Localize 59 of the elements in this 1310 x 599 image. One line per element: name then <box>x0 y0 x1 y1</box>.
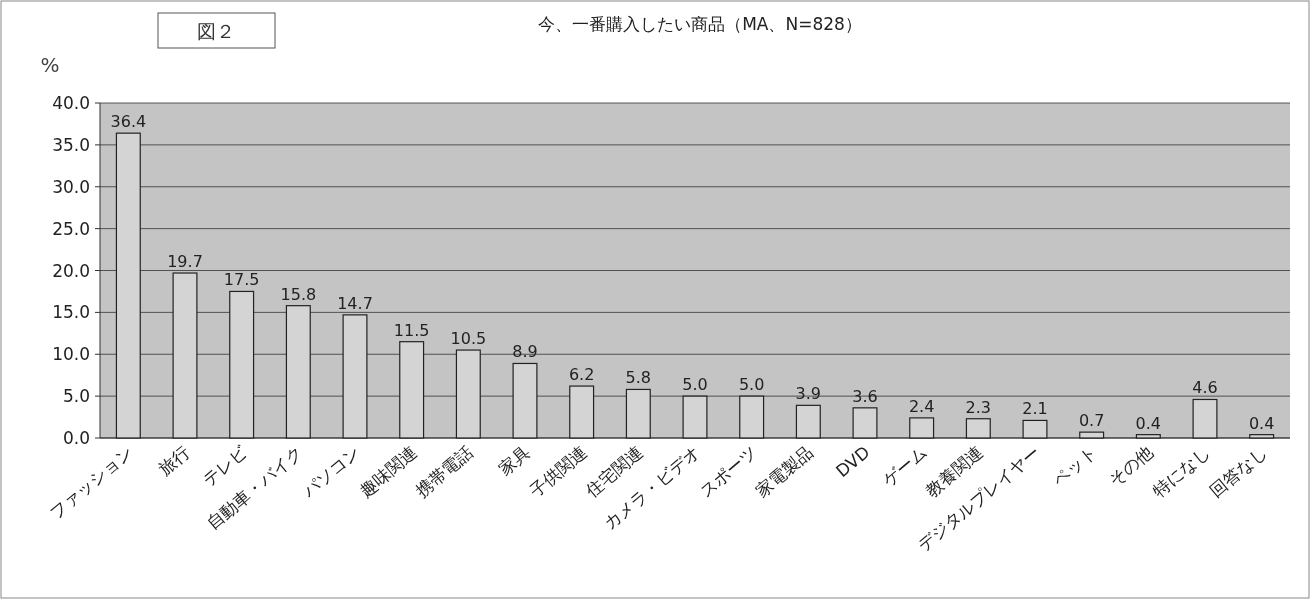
data-label: 3.9 <box>795 384 822 404</box>
data-label: 15.8 <box>280 284 317 304</box>
bar <box>795 404 821 439</box>
data-label: 2.1 <box>1022 399 1048 419</box>
data-label: 5.8 <box>625 368 652 388</box>
x-tick-label: ペット <box>1048 441 1101 490</box>
bar <box>1192 398 1218 439</box>
data-label: 8.9 <box>512 342 538 362</box>
data-label: 0.7 <box>1078 411 1105 431</box>
y-tick-label: 40.0 <box>52 93 90 113</box>
y-axis-title: % <box>40 53 60 77</box>
data-label: 6.2 <box>568 365 595 385</box>
data-label: 0.4 <box>1248 413 1275 433</box>
data-label: 10.5 <box>450 329 487 349</box>
data-label: 4.6 <box>1192 378 1218 398</box>
y-tick-label: 25.0 <box>52 218 90 239</box>
bar <box>1022 419 1048 439</box>
bar <box>512 362 538 439</box>
bar <box>455 349 481 439</box>
x-tick-label: 家電製品 <box>751 441 817 501</box>
bar <box>965 418 991 439</box>
y-tick-label: 35.0 <box>52 134 90 155</box>
y-tick-label: 0.0 <box>62 428 90 448</box>
data-label: 11.5 <box>393 320 430 340</box>
x-tick-label: 家具 <box>494 441 534 479</box>
chart-title: 今、一番購入したい商品（MA、N=828） <box>538 14 862 34</box>
bar <box>1135 434 1161 439</box>
bar <box>229 290 255 439</box>
y-tick-label: 15.0 <box>52 302 90 323</box>
y-tick-label: 30.0 <box>52 176 90 197</box>
bar <box>1249 434 1275 439</box>
caption: 図２ <box>197 20 235 42</box>
data-label: 14.7 <box>337 293 373 313</box>
bar <box>909 417 935 439</box>
y-tick-label: 10.0 <box>52 344 90 365</box>
data-label: 3.6 <box>852 386 878 406</box>
data-label: 36.4 <box>110 112 147 132</box>
data-label: 0.4 <box>1135 413 1162 433</box>
bar <box>625 388 651 439</box>
data-label: 19.7 <box>167 252 203 272</box>
bar <box>115 132 141 439</box>
bar <box>342 314 368 439</box>
data-label: 17.5 <box>223 270 260 290</box>
y-tick-label: 5.0 <box>62 386 90 407</box>
data-label: 5.0 <box>738 375 765 395</box>
bar <box>852 407 878 439</box>
bar <box>285 305 311 439</box>
data-label: 2.4 <box>908 396 935 416</box>
data-label: 2.3 <box>965 397 992 417</box>
bar <box>172 272 198 439</box>
y-tick-label: 20.0 <box>52 260 90 281</box>
x-tick-label: 旅行 <box>154 441 194 479</box>
bar <box>569 385 595 439</box>
bar <box>399 341 425 439</box>
x-tick-label: テレビ <box>198 441 251 490</box>
data-label: 5.0 <box>682 375 708 395</box>
bar <box>682 395 708 439</box>
bar <box>739 395 765 439</box>
bar <box>1079 431 1105 439</box>
